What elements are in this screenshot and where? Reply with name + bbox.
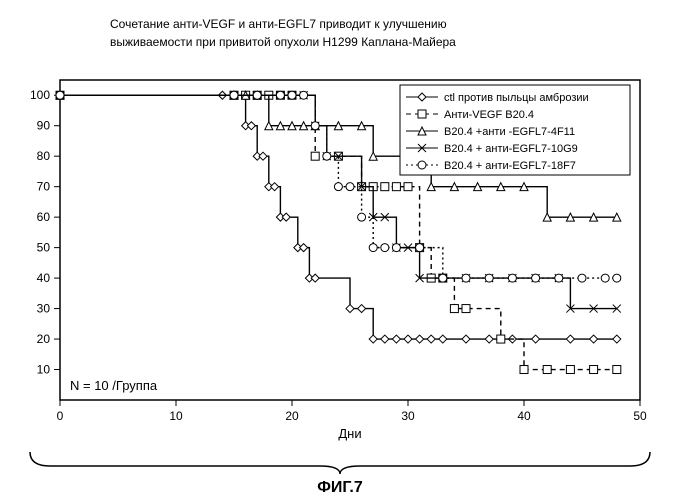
y-tick-label: 100 bbox=[30, 88, 50, 102]
y-tick-label: 30 bbox=[37, 302, 51, 316]
group-note: N = 10 /Группа bbox=[70, 378, 158, 393]
y-tick-label: 90 bbox=[37, 119, 51, 133]
figure-label: ФИГ.7 bbox=[317, 479, 363, 496]
brace-icon bbox=[30, 452, 650, 474]
x-tick-label: 10 bbox=[169, 409, 183, 423]
y-tick-label: 80 bbox=[37, 149, 51, 163]
legend-label-4f11: B20.4 +анти -EGFL7-4F11 bbox=[444, 126, 575, 138]
y-tick-label: 10 bbox=[37, 363, 51, 377]
y-tick-label: 60 bbox=[37, 210, 51, 224]
x-tick-label: 30 bbox=[401, 409, 415, 423]
survival-chart: Сочетание анти-VEGF и анти-EGFL7 приводи… bbox=[0, 0, 674, 500]
y-tick-label: 20 bbox=[37, 332, 51, 346]
x-tick-label: 0 bbox=[57, 409, 64, 423]
legend-label-b204: Анти-VEGF B20.4 bbox=[444, 109, 534, 121]
legend-label-10g9: B20.4 + анти-EGFL7-10G9 bbox=[444, 143, 578, 155]
legend-label-ctl: ctl против пыльцы амброзии bbox=[444, 92, 589, 104]
x-tick-label: 40 bbox=[517, 409, 531, 423]
legend-label-18f7: B20.4 + анти-EGFL7-18F7 bbox=[444, 160, 576, 172]
x-tick-label: 50 bbox=[633, 409, 647, 423]
y-tick-label: 40 bbox=[37, 271, 51, 285]
y-tick-label: 70 bbox=[37, 180, 51, 194]
chart-title-line2: выживаемости при привитой опухоли H1299 … bbox=[110, 35, 456, 49]
y-tick-label: 50 bbox=[37, 241, 51, 255]
chart-title-line1: Сочетание анти-VEGF и анти-EGFL7 приводи… bbox=[110, 17, 447, 31]
x-axis-label: Дни bbox=[338, 426, 361, 441]
x-tick-label: 20 bbox=[285, 409, 299, 423]
